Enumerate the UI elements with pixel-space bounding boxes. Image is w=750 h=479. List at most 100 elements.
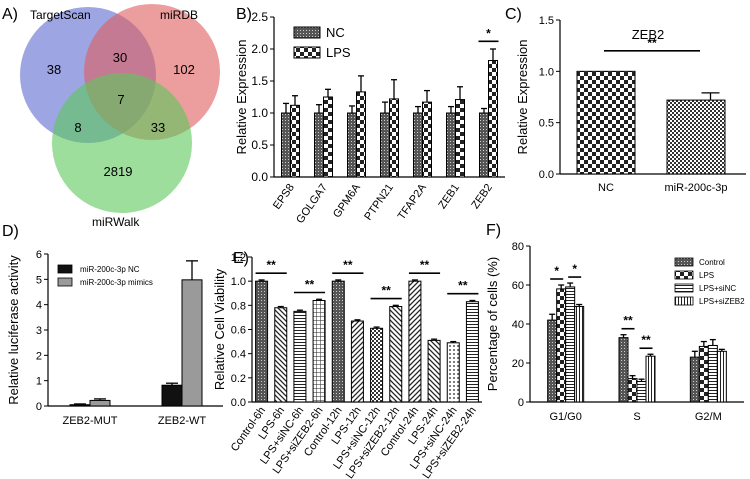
panel-b-bar-nc — [380, 112, 390, 178]
panel-f-legend-label: LPS — [699, 271, 714, 280]
panel-f-chart: F) 0 20 40 60 80 Percentage of cells (%) G1/G0 S… — [485, 222, 745, 423]
panel-d-x-tick-label: ZEB2-WT — [158, 415, 207, 427]
panel-f-legend-label: LPS+siNC — [699, 284, 736, 293]
panel-d-bar — [89, 399, 111, 407]
panel-e-y-tick-label: 0.6 — [231, 325, 246, 337]
panel-f-legend-swatch — [674, 296, 694, 306]
panel-b-chart: B) 0.0 0.5 1.0 1.5 2.0 2.5 Relative Expression E… — [234, 6, 505, 226]
panel-e-y-tick-label: 1.0 — [231, 276, 246, 288]
panel-b-bar-nc — [347, 112, 357, 178]
panel-d-x-tick-label: ZEB2-MUT — [63, 415, 118, 427]
panel-c-bar — [666, 99, 726, 175]
panel-c-bar — [576, 70, 636, 175]
panel-b-bar-lps — [389, 98, 399, 178]
panel-f-legend-label: Control — [699, 258, 725, 267]
panel-f-y-tick-label: 60 — [512, 280, 524, 292]
panel-d-y-tick-label: 4 — [36, 300, 42, 312]
panel-f-x-tick-label: G1/G0 — [549, 411, 581, 423]
panel-f-legend-label: LPS+siZEB2 — [699, 297, 745, 306]
panel-e-bar — [389, 306, 403, 403]
panel-c-y-tick-label: 0.0 — [539, 169, 554, 181]
panel-d-y-tick-label: 2 — [36, 350, 42, 362]
panel-b-bar-nc — [479, 112, 489, 178]
panel-f-bar — [689, 356, 700, 403]
panel-d-bar — [161, 384, 183, 407]
panel-b-x-tick-label: GPM6A — [331, 181, 363, 220]
panel-f-bar — [565, 286, 576, 403]
panel-d-bar — [69, 404, 91, 407]
panel-f-bar — [627, 378, 638, 403]
panel-e-y-axis-label: Relative Cell Viability — [212, 268, 227, 390]
panel-a-venn: A) TargetScan miRDB miRWalk 38 30 102 7 … — [2, 4, 220, 229]
panel-b-y-tick-label: 0.5 — [251, 138, 268, 152]
panel-b-x-tick-label: ZEB1 — [436, 182, 462, 211]
panel-f-y-tick-label: 80 — [512, 241, 524, 253]
panel-f-bar — [556, 288, 567, 403]
panel-b-label: B) — [236, 6, 252, 23]
panel-d-y-tick-label: 1 — [36, 376, 42, 388]
panel-c-chart: C) 0.0 0.5 1.0 1.5 Relative Expression ZEB2 NC m… — [505, 6, 746, 194]
panel-e-bar — [293, 310, 307, 403]
panel-e-significance: ** — [381, 284, 391, 298]
panel-f-bar — [547, 319, 558, 403]
venn-label-mirwalk: miRWalk — [92, 215, 140, 229]
panel-f-bar — [707, 344, 718, 403]
panel-c-y-tick-label: 0.5 — [539, 118, 554, 130]
panel-d-label: D) — [2, 223, 19, 240]
panel-f-y-tick-label: 40 — [512, 319, 524, 331]
panel-f-label: F) — [486, 222, 501, 239]
panel-b-bar-lps — [455, 99, 465, 178]
panel-e-y-tick-label: 0.8 — [231, 300, 246, 312]
panel-e-bar — [312, 300, 326, 403]
panel-e-bar — [370, 327, 384, 403]
venn-count-ts-only: 38 — [47, 62, 61, 77]
panel-d-bar — [181, 279, 203, 407]
panel-f-bar — [574, 305, 585, 403]
panel-d-legend-swatch — [57, 264, 73, 274]
panel-b-legend-swatch — [293, 46, 321, 59]
panel-e-bar — [408, 280, 422, 403]
panel-f-legend-swatch — [674, 270, 694, 280]
panel-f-legend-swatch — [674, 257, 694, 267]
panel-b-legend-swatch — [293, 26, 321, 39]
panel-e-significance: ** — [305, 278, 315, 292]
panel-e-significance: ** — [458, 279, 468, 293]
panel-d-y-tick-label: 3 — [36, 325, 42, 337]
panel-d-legend-swatch — [57, 277, 73, 287]
panel-e-bar — [446, 342, 460, 403]
panel-e-y-tick-label: 0.4 — [231, 349, 246, 361]
panel-b-y-axis-label: Relative Expression — [234, 40, 249, 155]
panel-b-x-tick-label: EPS8 — [271, 182, 297, 212]
panel-f-x-tick-label: S — [633, 411, 640, 423]
panel-e-chart: E) 0.0 0.2 0.4 0.6 0.8 1.0 1.2 Relative Cell Via… — [212, 250, 482, 479]
panel-f-x-tick-label: G2/M — [695, 411, 722, 423]
panel-b-significance: * — [486, 26, 491, 40]
venn-count-mirdb-mirwalk: 33 — [151, 120, 165, 135]
venn-count-ts-mirwalk: 8 — [74, 120, 81, 135]
panel-f-y-axis-label: Percentage of cells (%) — [485, 257, 500, 391]
panel-c-significance: ** — [647, 36, 657, 50]
panel-b-x-tick-label: PTPN21 — [362, 182, 396, 223]
panel-b-y-tick-label: 1.0 — [251, 106, 268, 120]
venn-count-mirwalk-only: 2819 — [104, 164, 133, 179]
panel-b-x-tick-label: GOLGA7 — [294, 182, 330, 226]
panel-b-x-tick-label: TFAP2A — [396, 181, 430, 222]
panel-e-significance: ** — [266, 258, 276, 272]
panel-d-legend-label: miR-200c-3p NC — [80, 265, 140, 274]
panel-e-bar — [255, 280, 269, 403]
panel-f-significance: ** — [641, 333, 651, 347]
venn-count-ts-mirdb: 30 — [113, 50, 127, 65]
panel-d-y-tick-label: 0 — [36, 401, 42, 413]
panel-b-x-tick-label: ZEB2 — [469, 182, 495, 211]
panel-b-bar-lps — [290, 104, 300, 178]
panel-f-y-tick-label: 0 — [518, 397, 524, 409]
panel-f-significance: * — [572, 262, 577, 276]
panel-b-bar-nc — [413, 112, 423, 178]
venn-count-mirdb-only: 102 — [173, 62, 195, 77]
panel-c-x-tick-label: miR-200c-3p — [665, 182, 728, 194]
panel-d-y-tick-label: 5 — [36, 274, 42, 286]
panel-e-bar — [427, 339, 441, 403]
panel-b-bar-lps — [422, 101, 432, 178]
panel-b-bar-lps — [356, 91, 366, 178]
